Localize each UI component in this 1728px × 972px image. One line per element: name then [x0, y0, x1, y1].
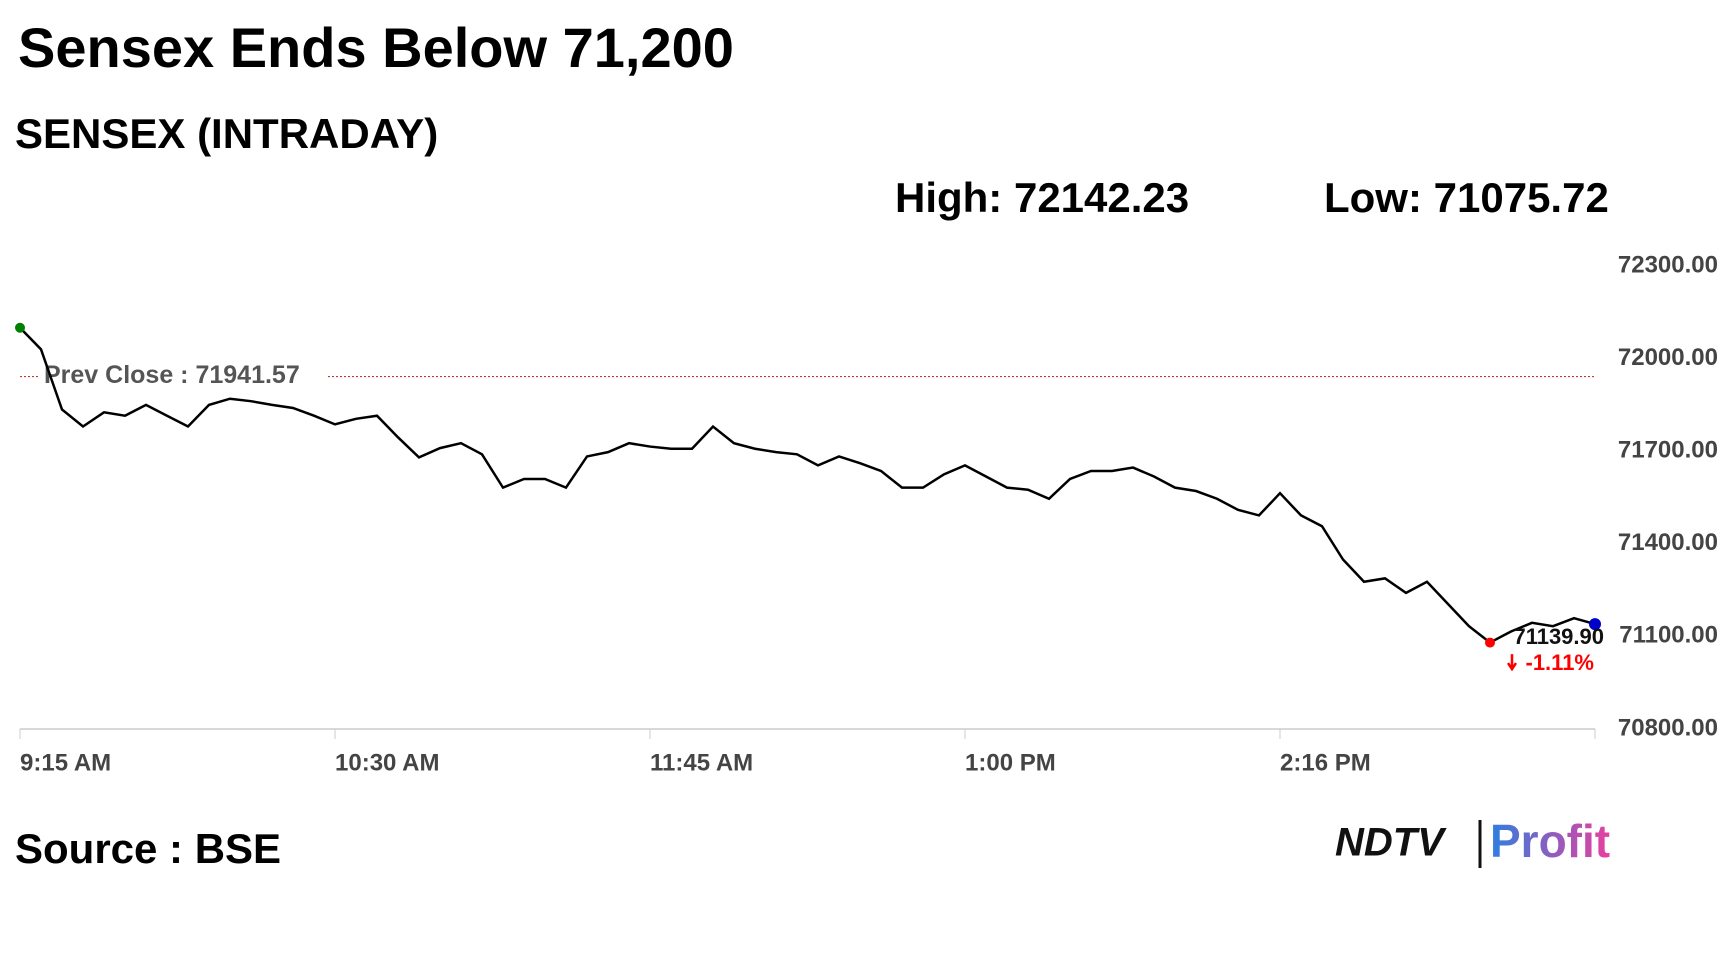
logo-product: Profit: [1490, 815, 1610, 867]
y-tick-label: 70800.00: [1618, 714, 1718, 741]
x-tick-label: 9:15 AM: [20, 749, 111, 776]
y-tick-label: 72300.00: [1618, 251, 1718, 278]
change-label: -1.11%: [1526, 650, 1595, 675]
high-marker: [15, 322, 25, 333]
chart-subtitle: SENSEX (INTRADAY): [15, 110, 438, 157]
x-tick-label: 10:30 AM: [335, 749, 439, 776]
chart-title: Sensex Ends Below 71,200: [18, 16, 734, 79]
high-label: High: 72142.23: [895, 174, 1189, 221]
last-marker: [1589, 618, 1601, 631]
low-marker: [1485, 637, 1495, 648]
x-tick-label: 1:00 PM: [965, 749, 1056, 776]
y-tick-label: 71100.00: [1619, 622, 1718, 649]
close-label: 71139.90: [1513, 624, 1604, 649]
down-arrow: [1506, 654, 1518, 672]
y-tick-label: 72000.00: [1618, 344, 1718, 371]
x-tick-label: 11:45 AM: [650, 749, 753, 776]
prev-close-bg: [38, 361, 328, 392]
prev-close-label: Prev Close : 71941.57: [44, 361, 300, 389]
price-line: [19, 326, 1596, 645]
source: Source : BSE: [15, 825, 281, 872]
x-tick-label: 2:16 PM: [1280, 749, 1371, 776]
y-tick-label: 71700.00: [1618, 437, 1718, 464]
y-tick-label: 71400.00: [1618, 529, 1718, 556]
low-label: Low: 71075.72: [1324, 174, 1609, 221]
logo-brand: NDTV: [1335, 821, 1447, 865]
